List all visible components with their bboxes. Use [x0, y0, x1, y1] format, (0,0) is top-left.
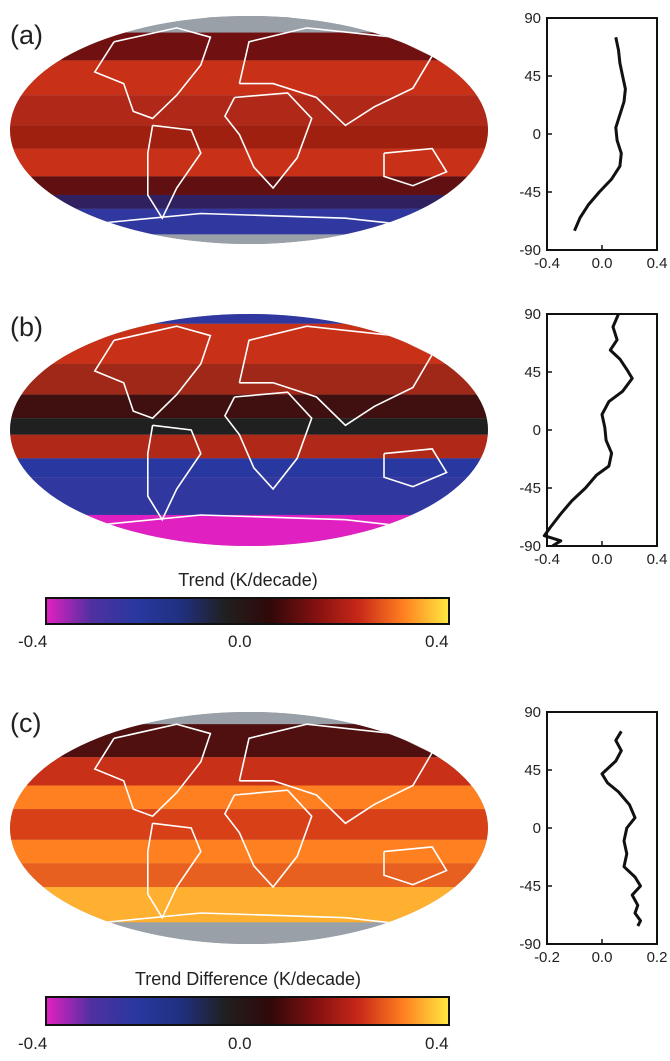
y-tick-label: 45: [524, 762, 541, 779]
y-tick-label: -45: [519, 184, 541, 201]
map-band: [10, 887, 488, 923]
coastline: [383, 147, 448, 187]
map-band: [10, 148, 488, 177]
zonal-profile-c: 90 45 0 -45 -90-0.2 0.0 0.2: [519, 704, 668, 966]
map-band: [10, 514, 488, 546]
map-band: [10, 477, 488, 515]
coastline: [383, 846, 448, 886]
coastline: [223, 789, 313, 889]
coastline: [147, 822, 202, 920]
world-map-a: [10, 16, 488, 244]
x-tick-label: -0.4: [534, 551, 560, 568]
coastline: [383, 448, 448, 488]
y-tick-label: 0: [533, 126, 541, 143]
map-band: [10, 314, 488, 324]
profile-line: [600, 730, 642, 927]
zonal-profile-a: 90 45 0 -45 -90-0.4 0.0 0.4: [519, 10, 668, 272]
coastline: [147, 424, 202, 522]
profile-axes-box: [546, 17, 658, 251]
x-tick-label: 0.4: [647, 255, 668, 272]
map-band: [10, 458, 488, 478]
map-band: [10, 712, 488, 725]
coastline: [223, 391, 313, 491]
y-tick-label: -45: [519, 878, 541, 895]
y-tick-label: 90: [524, 306, 541, 323]
profile-line: [573, 36, 627, 232]
x-tick-label: 0.0: [592, 551, 613, 568]
x-tick-label: 0.2: [647, 949, 668, 966]
profile-line: [542, 313, 634, 548]
map-band: [10, 394, 488, 419]
y-tick-label: 45: [524, 364, 541, 381]
colorbar-trend: [45, 597, 450, 625]
map-band: [10, 434, 488, 459]
x-tick-label: 0.4: [647, 551, 668, 568]
coastline: [238, 325, 434, 427]
colorbar-tick-mid: 0.0: [228, 632, 252, 651]
map-band: [10, 176, 488, 195]
colorbar2-tick-mid: 0.0: [228, 1034, 252, 1053]
x-tick-label: 0.0: [592, 949, 613, 966]
coastline: [238, 27, 434, 127]
y-tick-label: -45: [519, 480, 541, 497]
coastline: [223, 92, 313, 190]
coastline: [238, 723, 434, 825]
colorbar-tick-max: 0.4: [425, 632, 449, 651]
y-tick-label: -90: [519, 538, 541, 555]
y-tick-label: 45: [524, 68, 541, 85]
map-band: [10, 922, 488, 944]
x-tick-label: 0.0: [592, 255, 613, 272]
panel-label-a: (a): [10, 20, 43, 50]
colorbar-title-trend-difference: Trend Difference (K/decade): [134, 969, 362, 989]
y-tick-label: 90: [524, 704, 541, 721]
map-band: [10, 16, 488, 33]
map-band: [10, 234, 488, 244]
map-band: [10, 125, 488, 149]
zonal-profile-b: 90 45 0 -45 -90-0.4 0.0 0.4: [519, 306, 668, 568]
map-band: [10, 60, 488, 96]
colorbar2-tick-max: 0.4: [425, 1034, 449, 1053]
coastline: [93, 723, 212, 818]
y-tick-label: -90: [519, 242, 541, 259]
y-tick-label: 90: [524, 10, 541, 27]
x-tick-label: -0.4: [534, 255, 560, 272]
y-tick-label: 0: [533, 422, 541, 439]
colorbar-trend-difference: [45, 996, 450, 1026]
coastline: [93, 325, 212, 420]
map-band: [10, 32, 488, 61]
colorbar2-tick-min: -0.4: [18, 1034, 48, 1053]
world-map-c: [10, 712, 488, 944]
colorbar-title-trend: Trend (K/decade): [178, 570, 318, 590]
map-band: [10, 863, 488, 887]
map-band: [10, 839, 488, 864]
map-band: [10, 418, 488, 435]
colorbar-tick-min: -0.4: [18, 632, 48, 651]
map-band: [10, 95, 488, 126]
panel-label-c: (c): [10, 708, 42, 738]
x-tick-label: -0.2: [534, 949, 560, 966]
panel-label-b: (b): [10, 312, 43, 342]
map-band: [10, 208, 488, 235]
y-tick-label: -90: [519, 936, 541, 953]
coastline: [93, 27, 212, 120]
coastline: [147, 124, 202, 220]
map-band: [10, 785, 488, 810]
world-map-b: [10, 314, 488, 546]
map-band: [10, 809, 488, 840]
profile-axes-box: [546, 711, 658, 945]
y-tick-label: 0: [533, 820, 541, 837]
map-band: [10, 194, 488, 209]
